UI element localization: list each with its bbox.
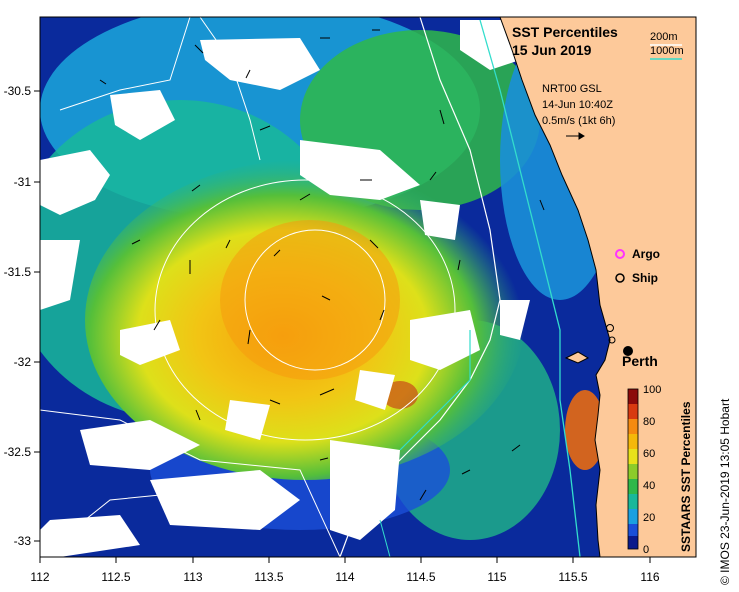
x-tick-label: 114.5 <box>406 570 435 584</box>
map-date: 15 Jun 2019 <box>512 42 592 58</box>
perth-label: Perth <box>622 353 658 369</box>
contour-1000m-label: 1000m <box>650 45 684 57</box>
rottnest-island <box>564 351 590 364</box>
x-tick-label: 114 <box>335 570 354 584</box>
x-tick-label: 115.5 <box>558 570 587 584</box>
y-axis-labels: -30.5 -31 -31.5 -32 -32.5 -33 <box>4 84 32 548</box>
bathymetry-contours <box>40 17 581 557</box>
colorbar-tick-labels: 100 80 60 40 20 0 <box>643 384 661 556</box>
imos-credit: © IMOS 23-Jun-2019 13:05 Hobart <box>718 398 732 585</box>
colorbar-tick: 100 <box>643 384 661 396</box>
x-tick-label: 115 <box>487 570 506 584</box>
colorbar-title: SSTAARS SST Percentiles <box>679 401 693 552</box>
ship-position-marker <box>608 336 616 344</box>
argo-label: Argo <box>632 247 660 261</box>
current-scale-arrow <box>566 132 585 140</box>
contour-200m-label: 200m <box>650 31 678 43</box>
currents-time: 14-Jun 10:40Z <box>542 99 613 111</box>
colorbar-tick: 0 <box>643 544 649 556</box>
x-tick-label: 116 <box>640 570 659 584</box>
y-tick-label: -30.5 <box>4 84 32 98</box>
x-tick-label: 112.5 <box>101 570 130 584</box>
x-tick-label: 113.5 <box>254 570 283 584</box>
plot-frame <box>39 16 697 558</box>
land-western-australia <box>499 16 697 558</box>
x-tick-label: 112 <box>30 570 49 584</box>
x-tick-label: 113 <box>183 570 202 584</box>
y-tick-label: -32.5 <box>4 445 32 459</box>
y-tick-label: -32 <box>14 355 32 369</box>
cloud-mask <box>40 20 530 557</box>
colorbar-tick: 80 <box>643 416 655 428</box>
y-tick-label: -31 <box>14 175 32 189</box>
x-axis-labels: 112 112.5 113 113.5 114 114.5 115 115.5 … <box>30 570 659 584</box>
ship-position-marker <box>606 324 614 332</box>
y-tick-label: -31.5 <box>4 265 32 279</box>
currents-source: NRT00 GSL <box>542 83 602 95</box>
colorbar-tick: 20 <box>643 512 655 524</box>
current-vectors <box>99 29 545 501</box>
currents-scale: 0.5m/s (1kt 6h) <box>542 115 615 127</box>
axis-ticks <box>34 90 651 563</box>
y-tick-label: -33 <box>14 534 32 548</box>
ship-marker-icon <box>615 273 625 283</box>
perth-marker-icon <box>623 346 633 356</box>
map-title: SST Percentiles <box>512 24 618 40</box>
ship-label: Ship <box>632 271 658 285</box>
colorbar-tick: 60 <box>643 448 655 460</box>
colorbar <box>627 388 639 550</box>
colorbar-tick: 40 <box>643 480 655 492</box>
argo-marker-icon <box>615 249 625 259</box>
